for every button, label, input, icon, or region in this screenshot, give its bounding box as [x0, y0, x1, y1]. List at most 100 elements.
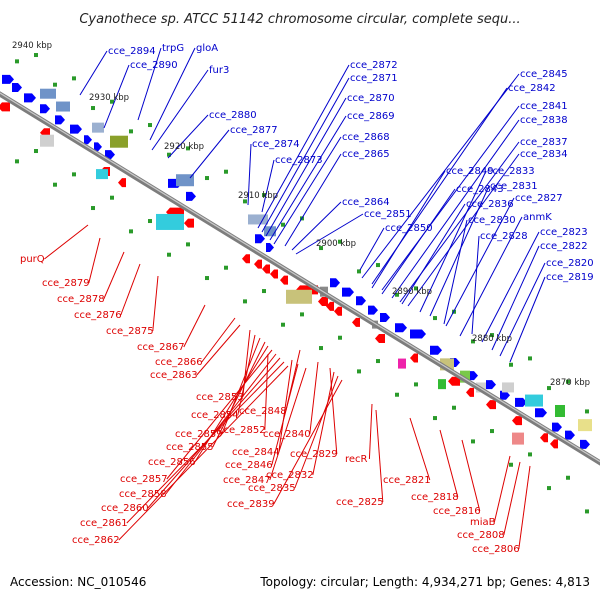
forward-gene-arrow[interactable] — [565, 430, 575, 440]
gene-label-cce_2822[interactable]: cce_2822 — [540, 241, 588, 252]
reverse-gene-arrow[interactable] — [262, 264, 270, 274]
gene-label-cce_2820[interactable]: cce_2820 — [546, 258, 594, 269]
reverse-gene-arrow[interactable] — [0, 102, 10, 112]
reverse-gene-arrow[interactable] — [486, 400, 496, 410]
gene-label-cce_2828[interactable]: cce_2828 — [480, 231, 528, 242]
gene-label-cce_2827[interactable]: cce_2827 — [515, 193, 563, 204]
gene-label-cce_2841[interactable]: cce_2841 — [520, 101, 568, 112]
gene-label-cce_2871[interactable]: cce_2871 — [350, 73, 398, 84]
forward-gene-arrow[interactable] — [380, 313, 390, 323]
gene-feature-box[interactable] — [248, 214, 268, 225]
gene-label-cce_2831[interactable]: cce_2831 — [490, 181, 538, 192]
reverse-gene-arrow[interactable] — [184, 218, 194, 228]
gene-label-cce_2872[interactable]: cce_2872 — [350, 60, 398, 71]
reverse-gene-arrow[interactable] — [326, 301, 334, 311]
gene-label-cce_2867[interactable]: cce_2867 — [137, 342, 185, 353]
forward-gene-arrow[interactable] — [468, 371, 478, 381]
gene-label-cce_2876[interactable]: cce_2876 — [74, 310, 122, 321]
gene-label-cce_2878[interactable]: cce_2878 — [57, 294, 105, 305]
gene-label-cce_2880[interactable]: cce_2880 — [209, 110, 257, 121]
gene-label-purq[interactable]: purQ — [20, 254, 45, 265]
forward-gene-arrow[interactable] — [535, 408, 547, 418]
forward-gene-arrow[interactable] — [24, 93, 36, 103]
gene-label-cce_2823[interactable]: cce_2823 — [540, 227, 588, 238]
gene-feature-box[interactable] — [110, 135, 128, 148]
gene-label-cce_2890[interactable]: cce_2890 — [130, 60, 178, 71]
gene-label-cce_2832[interactable]: cce_2832 — [266, 470, 314, 481]
forward-gene-arrow[interactable] — [94, 142, 102, 152]
gene-feature-box[interactable] — [176, 174, 194, 187]
gene-label-cce_2874[interactable]: cce_2874 — [252, 139, 300, 150]
gene-label-cce_2854[interactable]: cce_2854 — [191, 410, 239, 421]
gene-label-cce_2829[interactable]: cce_2829 — [290, 449, 338, 460]
gene-label-cce_2852[interactable]: cce_2852 — [218, 425, 266, 436]
forward-gene-arrow[interactable] — [395, 323, 407, 333]
forward-gene-arrow[interactable] — [552, 422, 562, 432]
gene-label-cce_2863[interactable]: cce_2863 — [150, 370, 198, 381]
gene-label-cce_2838[interactable]: cce_2838 — [520, 115, 568, 126]
forward-gene-arrow[interactable] — [430, 345, 442, 355]
gene-label-cce_2825[interactable]: cce_2825 — [336, 497, 384, 508]
gene-label-cce_2842[interactable]: cce_2842 — [508, 83, 556, 94]
gene-label-cce_2868[interactable]: cce_2868 — [342, 132, 390, 143]
gene-label-cce_2837[interactable]: cce_2837 — [520, 137, 568, 148]
gene-label-cce_2847[interactable]: cce_2847 — [223, 475, 271, 486]
forward-gene-arrow[interactable] — [186, 191, 196, 201]
gene-label-cce_2819[interactable]: cce_2819 — [546, 272, 594, 283]
forward-gene-arrow[interactable] — [500, 390, 510, 400]
gene-label-gloa[interactable]: gloA — [196, 43, 218, 54]
gene-label-trpg[interactable]: trpG — [162, 43, 184, 54]
gene-label-cce_2866[interactable]: cce_2866 — [155, 357, 203, 368]
gene-label-cce_2836[interactable]: cce_2836 — [466, 199, 514, 210]
gene-label-cce_2861[interactable]: cce_2861 — [80, 518, 128, 529]
gene-label-cce_2851[interactable]: cce_2851 — [364, 209, 412, 220]
gene-label-cce_2840[interactable]: cce_2840 — [263, 429, 311, 440]
gene-label-cce_2862[interactable]: cce_2862 — [72, 535, 120, 546]
reverse-gene-arrow[interactable] — [280, 275, 288, 285]
gene-feature-box[interactable] — [502, 382, 514, 393]
gene-label-cce_2856[interactable]: cce_2856 — [148, 457, 196, 468]
gene-label-cce_2830[interactable]: cce_2830 — [468, 215, 516, 226]
reverse-gene-arrow[interactable] — [540, 433, 548, 443]
reverse-gene-arrow[interactable] — [318, 296, 328, 306]
gene-feature-box[interactable] — [578, 419, 592, 432]
gene-feature-box[interactable] — [398, 358, 406, 369]
reverse-gene-arrow[interactable] — [448, 376, 460, 386]
forward-gene-arrow[interactable] — [40, 104, 50, 114]
gene-feature-box[interactable] — [512, 432, 524, 445]
gene-feature-box[interactable] — [525, 394, 543, 407]
gene-feature-box[interactable] — [438, 379, 446, 390]
gene-label-miab[interactable]: miaB — [470, 517, 496, 528]
reverse-gene-arrow[interactable] — [242, 254, 250, 264]
reverse-gene-arrow[interactable] — [410, 353, 418, 363]
forward-gene-arrow[interactable] — [356, 296, 366, 306]
gene-label-cce_2870[interactable]: cce_2870 — [347, 93, 395, 104]
gene-feature-box[interactable] — [56, 101, 70, 112]
gene-label-fur3[interactable]: fur3 — [209, 65, 229, 76]
gene-label-cce_2843[interactable]: cce_2843 — [456, 184, 504, 195]
gene-label-cce_2806[interactable]: cce_2806 — [472, 544, 520, 555]
gene-label-cce_2845[interactable]: cce_2845 — [520, 69, 568, 80]
gene-label-cce_2853[interactable]: cce_2853 — [196, 392, 244, 403]
forward-gene-arrow[interactable] — [70, 124, 82, 134]
gene-feature-box[interactable] — [286, 289, 312, 304]
gene-label-cce_2894[interactable]: cce_2894 — [108, 46, 156, 57]
gene-label-recr[interactable]: recR — [345, 454, 368, 465]
gene-feature-box[interactable] — [92, 122, 104, 133]
gene-label-cce_2855[interactable]: cce_2855 — [166, 442, 214, 453]
gene-label-cce_2833[interactable]: cce_2833 — [487, 166, 535, 177]
gene-feature-box[interactable] — [40, 88, 56, 99]
gene-feature-box[interactable] — [96, 169, 108, 180]
gene-label-cce_2875[interactable]: cce_2875 — [106, 326, 154, 337]
gene-label-cce_2816[interactable]: cce_2816 — [433, 506, 481, 517]
gene-label-cce_2860[interactable]: cce_2860 — [101, 503, 149, 514]
gene-label-cce_2873[interactable]: cce_2873 — [275, 155, 323, 166]
reverse-gene-arrow[interactable] — [550, 439, 558, 449]
gene-label-cce_2844[interactable]: cce_2844 — [232, 447, 280, 458]
forward-gene-arrow[interactable] — [55, 115, 65, 125]
gene-label-cce_2850[interactable]: cce_2850 — [385, 223, 433, 234]
reverse-gene-arrow[interactable] — [118, 178, 126, 188]
gene-feature-box[interactable] — [460, 370, 470, 383]
gene-label-cce_2877[interactable]: cce_2877 — [230, 125, 278, 136]
gene-label-cce_2857[interactable]: cce_2857 — [120, 474, 168, 485]
